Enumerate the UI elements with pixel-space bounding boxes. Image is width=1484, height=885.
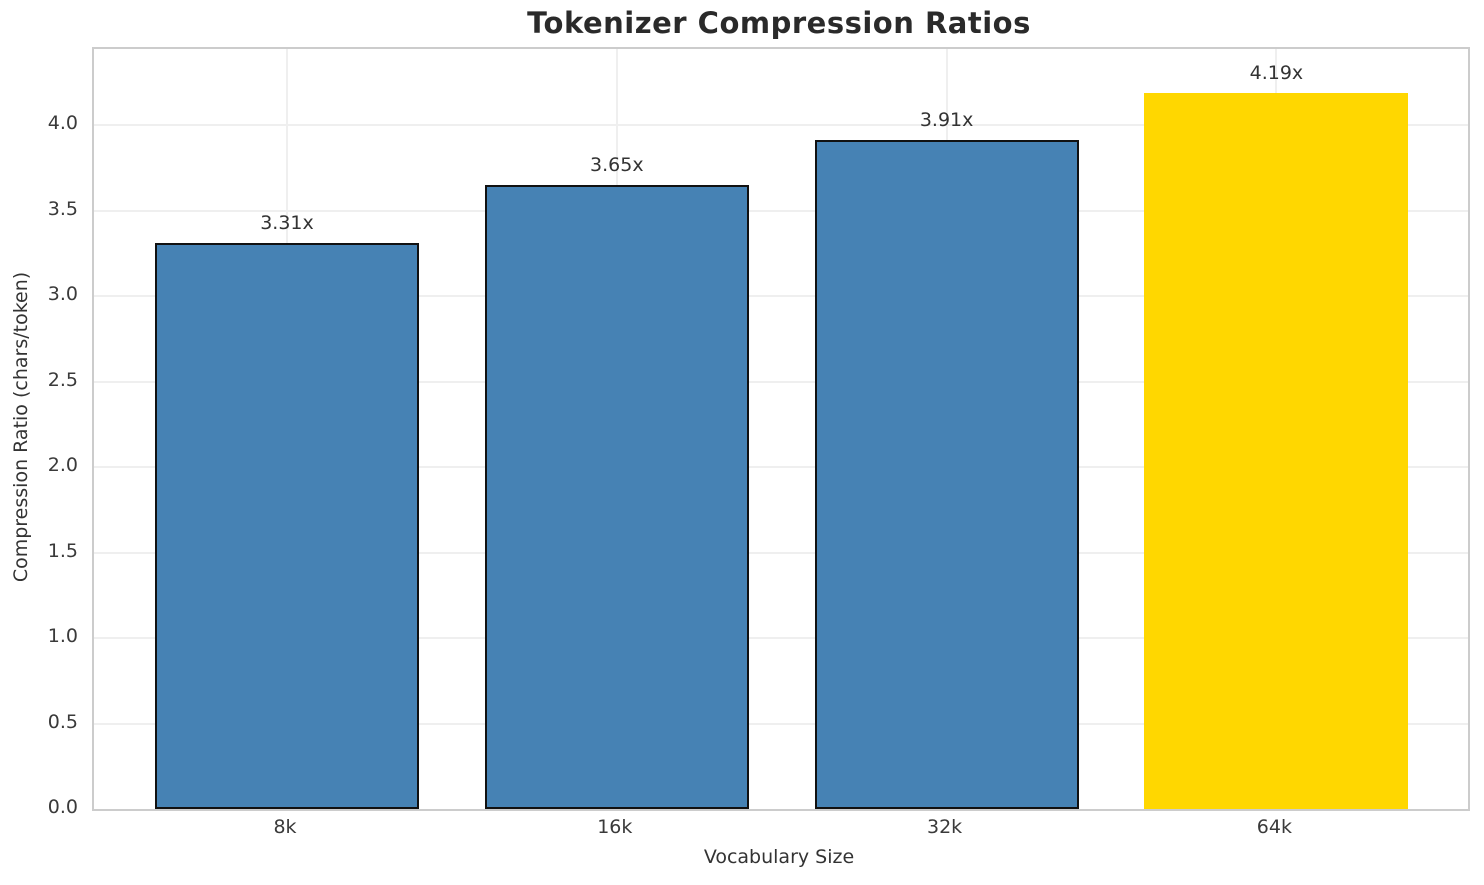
y-axis-label: Compression Ratio (chars/token)	[10, 271, 32, 583]
gridline-y-3.5	[94, 209, 1468, 212]
bar-32k	[814, 140, 1079, 809]
bar-value-label-16k: 3.65x	[590, 153, 644, 176]
gridline-y-0.5	[94, 722, 1468, 725]
bar-value-label-8k: 3.31x	[260, 212, 314, 235]
ytick-1.0: 1.0	[47, 625, 78, 648]
ytick-0.5: 0.5	[47, 710, 78, 733]
xtick-16k: 16k	[597, 816, 633, 838]
bar-8k	[155, 243, 419, 809]
ytick-3.5: 3.5	[47, 197, 78, 220]
gridline-y-1.5	[94, 551, 1468, 554]
ytick-2.0: 2.0	[47, 454, 78, 477]
ytick-3.0: 3.0	[47, 283, 78, 306]
plot-area: 3.31x 3.65x 3.91x 4.19x	[92, 47, 1470, 811]
ytick-2.5: 2.5	[47, 368, 78, 391]
xtick-64k: 64k	[1256, 816, 1292, 838]
gridline-y-2.5	[94, 380, 1468, 383]
gridline-y-3	[94, 295, 1468, 298]
bar-64k	[1144, 92, 1409, 809]
bar-value-label-32k: 3.91x	[919, 109, 974, 132]
ytick-0.0: 0.0	[47, 796, 78, 818]
ytick-4.0: 4.0	[47, 112, 78, 135]
xtick-32k: 32k	[927, 816, 963, 838]
bar-16k	[484, 184, 749, 809]
gridline-y-2	[94, 466, 1468, 469]
chart-title: Tokenizer Compression Ratios	[527, 6, 1031, 40]
gridline-y-1	[94, 637, 1468, 640]
x-axis-label: Vocabulary Size	[703, 846, 855, 868]
bar-value-label-64k: 4.19x	[1249, 61, 1304, 84]
xtick-8k: 8k	[273, 816, 297, 838]
ytick-1.5: 1.5	[47, 539, 78, 562]
gridline-y-4	[94, 124, 1468, 127]
